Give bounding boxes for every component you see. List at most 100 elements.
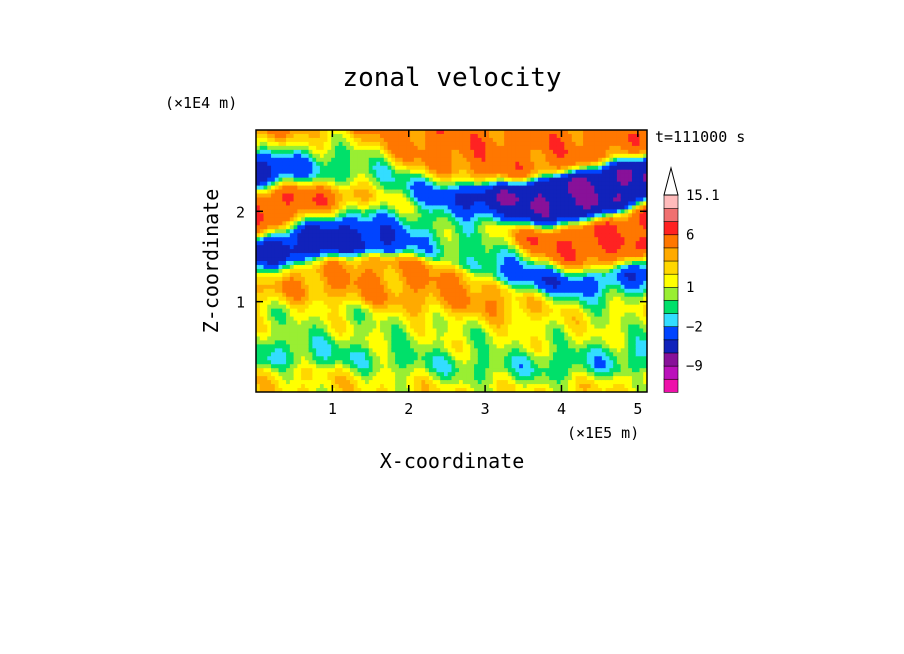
field-cell xyxy=(368,284,374,290)
field-cell xyxy=(383,284,389,290)
field-cell xyxy=(316,272,321,278)
field-cell xyxy=(312,137,317,143)
field-cell xyxy=(289,177,295,183)
field-cell xyxy=(413,268,419,274)
field-cell xyxy=(443,332,449,338)
field-cell xyxy=(372,348,377,353)
field-cell xyxy=(470,336,475,341)
field-cell xyxy=(278,213,283,218)
field-cell xyxy=(537,268,543,274)
field-cell xyxy=(349,133,355,139)
field-cell xyxy=(470,356,475,361)
field-cell xyxy=(534,157,539,163)
field-cell xyxy=(440,209,445,214)
field-cell xyxy=(327,130,332,135)
field-cell xyxy=(500,249,505,254)
field-cell xyxy=(421,300,426,306)
field-cell xyxy=(398,169,404,175)
field-cell xyxy=(289,336,295,341)
field-cell xyxy=(365,344,370,349)
field-cell xyxy=(376,237,381,242)
field-cell xyxy=(522,233,528,238)
field-cell xyxy=(496,241,501,246)
field-cell xyxy=(319,133,325,139)
field-cell xyxy=(485,280,490,286)
field-cell xyxy=(383,280,389,286)
field-cell xyxy=(492,237,498,242)
field-cell xyxy=(410,300,415,306)
field-cell xyxy=(436,380,441,385)
field-cell xyxy=(425,320,430,326)
field-cell xyxy=(398,157,404,163)
field-cell xyxy=(425,157,430,163)
field-cell xyxy=(481,157,486,163)
field-cell xyxy=(391,296,396,302)
field-cell xyxy=(504,324,509,330)
field-cell xyxy=(267,169,272,175)
field-cell xyxy=(511,253,517,258)
field-cell xyxy=(507,177,513,183)
field-cell xyxy=(440,320,445,326)
field-cell xyxy=(507,245,513,250)
field-cell xyxy=(504,376,509,381)
field-cell xyxy=(504,257,509,262)
field-cell xyxy=(489,384,494,389)
field-cell xyxy=(522,368,528,373)
field-cell xyxy=(271,268,276,274)
field-cell xyxy=(331,181,336,187)
field-cell xyxy=(263,316,268,322)
field-cell xyxy=(361,141,366,147)
field-cell xyxy=(319,364,325,369)
field-cell xyxy=(274,165,280,171)
field-cell xyxy=(511,193,517,199)
field-cell xyxy=(481,328,486,334)
field-cell xyxy=(432,141,438,147)
field-cell xyxy=(263,348,268,353)
field-cell xyxy=(489,388,494,392)
field-cell xyxy=(534,241,539,246)
field-cell xyxy=(398,388,404,392)
field-cell xyxy=(489,193,494,199)
field-cell xyxy=(515,388,520,392)
field-cell xyxy=(485,137,490,143)
field-cell xyxy=(361,221,366,226)
field-cell xyxy=(410,352,415,357)
field-cell xyxy=(365,296,370,302)
field-cell xyxy=(256,173,261,179)
field-cell xyxy=(522,300,528,306)
field-cell xyxy=(398,368,404,373)
field-cell xyxy=(417,316,423,322)
field-cell xyxy=(447,376,453,381)
field-cell xyxy=(534,340,539,345)
field-cell xyxy=(511,130,517,135)
field-cell xyxy=(256,380,261,385)
field-cell xyxy=(477,197,483,203)
field-cell xyxy=(353,181,359,187)
field-cell xyxy=(259,388,265,392)
field-cell xyxy=(293,328,298,334)
field-cell xyxy=(440,233,445,238)
field-cell xyxy=(459,145,464,151)
field-cell xyxy=(466,153,471,159)
field-cell xyxy=(519,237,524,242)
field-cell xyxy=(395,181,400,187)
field-cell xyxy=(410,133,415,139)
field-cell xyxy=(402,272,407,278)
field-cell xyxy=(342,368,347,373)
field-cell xyxy=(398,149,404,155)
field-cell xyxy=(421,376,426,381)
field-cell xyxy=(334,308,340,314)
field-cell xyxy=(323,368,329,373)
field-cell xyxy=(526,173,532,179)
field-cell xyxy=(259,344,265,349)
field-cell xyxy=(440,213,445,218)
field-cell xyxy=(308,340,313,345)
field-cell xyxy=(342,173,347,179)
field-cell xyxy=(398,177,404,183)
field-cell xyxy=(515,308,520,314)
field-cell xyxy=(334,280,340,286)
field-cell xyxy=(537,157,543,163)
field-cell xyxy=(297,257,302,262)
field-cell xyxy=(466,364,471,369)
field-cell xyxy=(500,149,505,155)
